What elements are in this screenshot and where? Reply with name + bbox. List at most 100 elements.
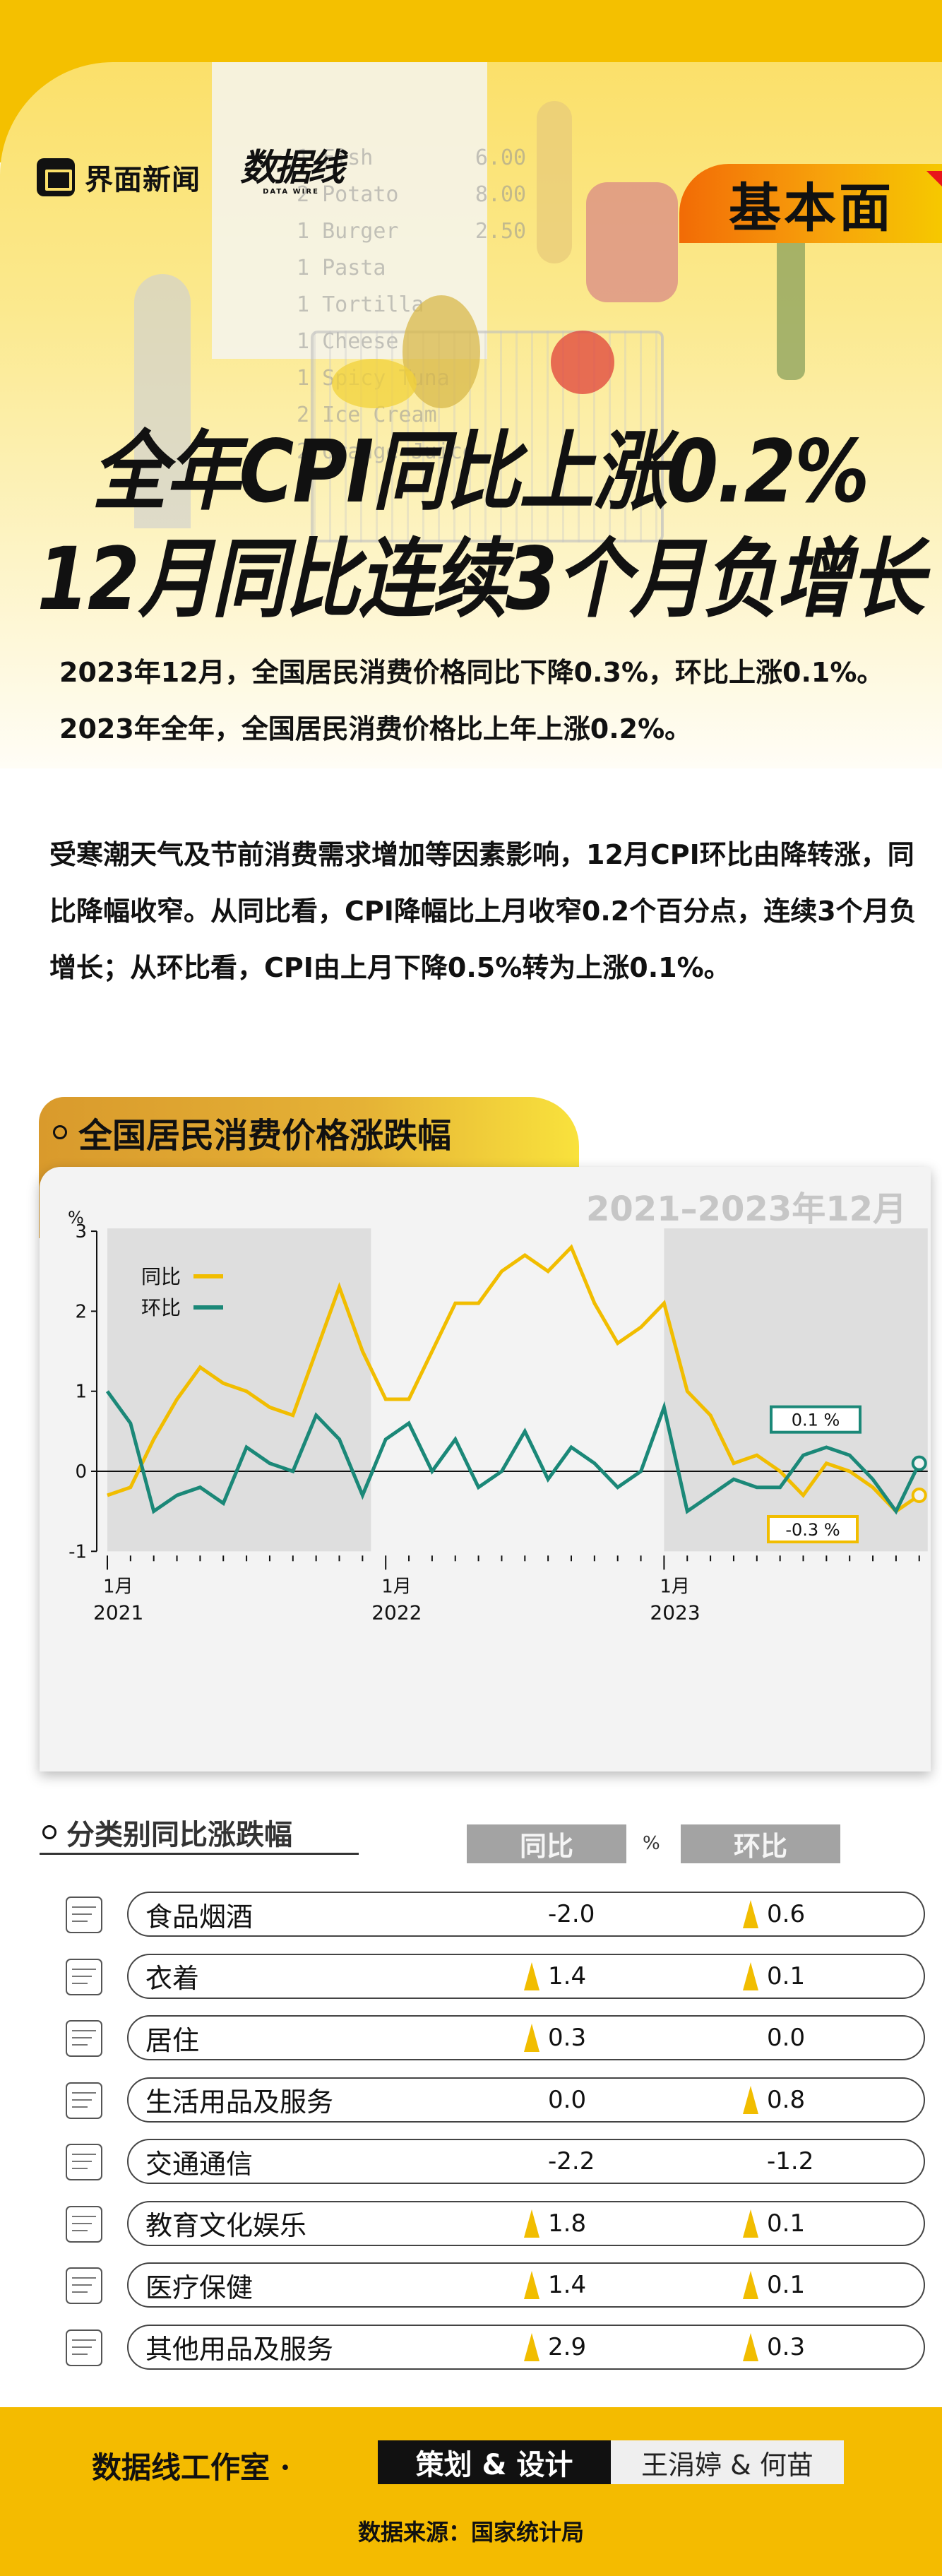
category-row: 食品烟酒 -2.0 0.6: [127, 1892, 925, 1937]
pineapple-illustration: [403, 295, 480, 408]
x-tick-year: 2022: [371, 1601, 422, 1624]
value-text: 0.3: [767, 2332, 806, 2361]
headline-line-1: 全年CPI同比上涨0.2%: [92, 422, 870, 522]
value-text: 0.1: [767, 2209, 806, 2238]
transport-communication-icon: [59, 2136, 116, 2181]
category-label: 居住: [145, 2024, 200, 2056]
value-text: 0.0: [767, 2024, 806, 2052]
other-goods-services-icon: [59, 2322, 116, 2367]
up-triangle-icon: [524, 1961, 539, 1990]
healthcare-icon: [59, 2260, 116, 2305]
datawire-logo: 数据线 DATA WIRE: [240, 147, 345, 196]
housing-icon: [59, 2012, 116, 2058]
value-callout-text: -0.3 %: [785, 1520, 840, 1540]
legend-label: 环比: [141, 1296, 181, 1319]
footer-band: [0, 2407, 942, 2576]
bottle-illustration: [777, 225, 805, 380]
value-callout-text: 0.1 %: [792, 1411, 840, 1430]
section-title-text: 分类别同比涨跌幅: [66, 1819, 292, 1851]
column-unit: %: [643, 1833, 660, 1854]
y-tick-label: 1: [75, 1382, 87, 1403]
category-row: 教育文化娱乐 1.8 0.1: [127, 2200, 925, 2246]
category-label: 食品烟酒: [145, 1901, 254, 1933]
chart-card: 2021–2023年12月 % -1 0 1 2 3 1月 2021 1月 2022 1月 2023 同…: [40, 1167, 931, 1771]
value-text: 0.3: [548, 2024, 587, 2052]
column-header-mom: 环比: [681, 1824, 840, 1863]
arrow-up-right-icon: [926, 171, 942, 186]
education-culture-icon: [59, 2198, 116, 2243]
value-callout: [767, 1514, 859, 1543]
x-tick-year: 2021: [93, 1601, 143, 1624]
up-triangle-icon: [743, 2271, 758, 2299]
category-mom-value: -1.2: [743, 2147, 813, 2176]
meat-illustration: [586, 182, 678, 302]
category-yoy-value: 0.3: [524, 2024, 586, 2052]
category-mom-value: 0.1: [743, 2271, 805, 2299]
category-label: 教育文化娱乐: [145, 2210, 307, 2241]
category-row: 居住 0.3 0.0: [127, 2015, 925, 2060]
category-mom-value: 0.3: [743, 2332, 806, 2361]
value-text: 1.4: [548, 1961, 587, 1990]
y-tick-label: -1: [68, 1541, 87, 1562]
circle-bullet-icon: [42, 1825, 56, 1839]
value-text: 0.6: [767, 1900, 806, 1928]
body-paragraph-2: 受寒潮天气及节前消费需求增加等因素影响，12月CPI环比由降转涨，同比降幅收窄。…: [49, 839, 917, 983]
category-row: 交通通信 -2.2 -1.2: [127, 2139, 925, 2184]
legend-label: 同比: [141, 1265, 181, 1288]
category-label: 医疗保健: [145, 2272, 254, 2303]
up-triangle-icon: [743, 2085, 758, 2114]
category-label: 衣着: [145, 1963, 200, 1994]
category-mom-value: 0.1: [743, 2209, 805, 2238]
y-tick-label: 3: [75, 1221, 87, 1242]
datawire-logo-text: 数据线: [240, 147, 345, 189]
up-triangle-icon: [524, 2209, 539, 2238]
value-text: 2.9: [548, 2332, 587, 2361]
category-row: 其他用品及服务 2.9 0.3: [127, 2324, 925, 2370]
up-triangle-icon: [743, 2332, 758, 2361]
category-label: 其他用品及服务: [145, 2334, 334, 2365]
category-row: 医疗保健 1.4 0.1: [127, 2262, 925, 2308]
circle-bullet-icon: [53, 1125, 67, 1139]
y-tick-label: 0: [75, 1461, 87, 1483]
value-text: 1.8: [548, 2209, 587, 2238]
value-text: 0.8: [767, 2085, 806, 2114]
footer-names: 王涓婷 & 何苗: [611, 2440, 844, 2484]
y-axis-unit: %: [68, 1208, 84, 1228]
column-header-yoy: 同比: [467, 1824, 626, 1863]
x-tick-month: 1月: [103, 1576, 133, 1597]
category-yoy-value: 1.8: [524, 2209, 586, 2238]
category-yoy-value: 0.0: [524, 2086, 586, 2114]
headline-line-2: 12月同比连续3个月负增长: [37, 529, 924, 629]
category-yoy-value: -2.0: [524, 1900, 595, 1928]
jiemian-logo-text: 界面新闻: [85, 164, 201, 196]
bread-illustration: [537, 101, 572, 263]
category-mom-value: 0.1: [743, 1961, 805, 1990]
section-title-category: 分类别同比涨跌幅: [42, 1812, 292, 1853]
column-badge-label: 基本面: [729, 177, 894, 239]
category-yoy-value: 1.4: [524, 1961, 587, 1990]
category-yoy-value: 1.4: [524, 2271, 586, 2299]
x-tick-year: 2023: [650, 1601, 700, 1624]
value-text: -2.0: [548, 1900, 595, 1928]
category-yoy-value: 2.9: [524, 2332, 587, 2361]
up-triangle-icon: [524, 2024, 539, 2052]
category-mom-value: 0.0: [743, 2024, 805, 2052]
category-yoy-value: -2.2: [524, 2147, 595, 2176]
endpoint-marker: [911, 1455, 927, 1471]
series-line-yoy: [107, 1244, 921, 1514]
up-triangle-icon: [524, 2332, 539, 2361]
receipt-curl: [134, 274, 191, 528]
value-text: 0.1: [767, 2271, 806, 2299]
body-paragraph-1: 2023年12月，全国居民消费价格同比下降0.3%，环比上涨0.1%。2023年…: [59, 657, 884, 744]
jiemian-logo: 界面新闻: [37, 157, 201, 198]
x-tick-month: 1月: [381, 1576, 412, 1597]
datawire-logo-subtext: DATA WIRE: [263, 188, 319, 196]
up-triangle-icon: [524, 2271, 539, 2299]
x-tick-month: 1月: [660, 1576, 690, 1597]
household-goods-icon: [59, 2075, 116, 2120]
banana-illustration: [332, 359, 417, 408]
category-mom-value: 0.6: [743, 1900, 805, 1928]
up-triangle-icon: [743, 1961, 758, 1990]
category-mom-value: 0.8: [743, 2085, 806, 2114]
receipt-text: 1 Fish 6.00 2 Potato 8.00 1 Burger 2.50 …: [297, 146, 527, 464]
